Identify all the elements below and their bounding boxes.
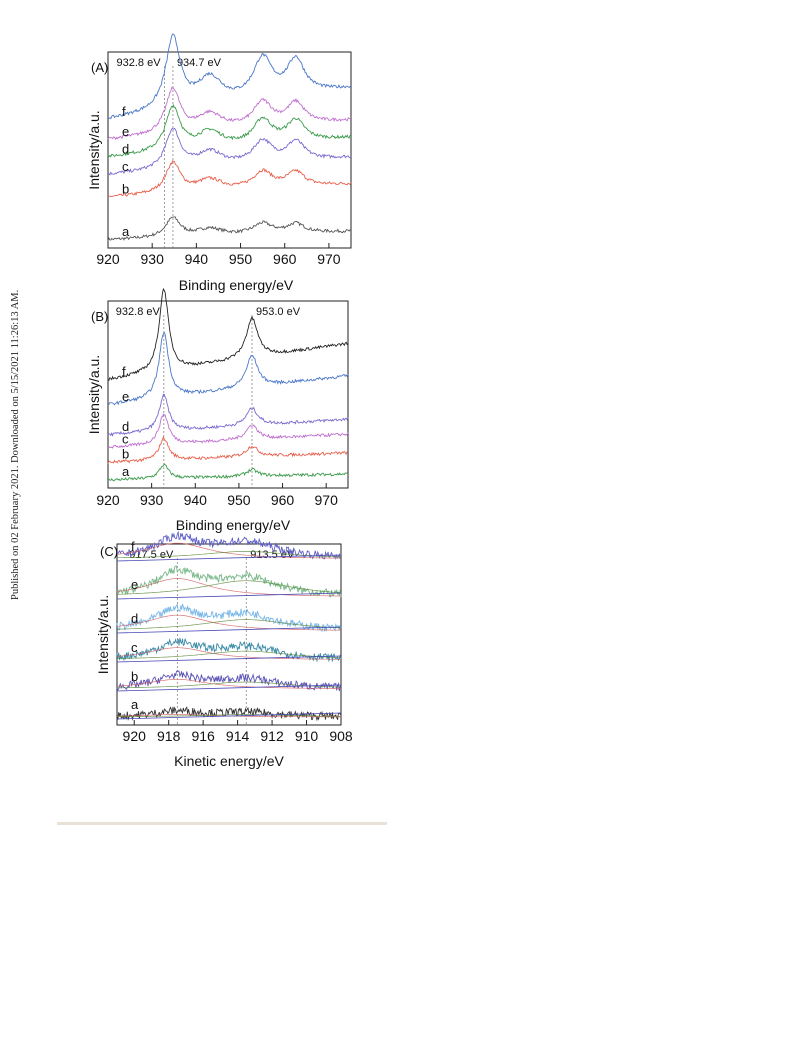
series-c-baseline bbox=[116, 655, 342, 663]
series-label: e bbox=[122, 389, 129, 404]
peak-annotation: 917.5 eV bbox=[129, 549, 174, 561]
panel-3: (C) 920 918 916 914 912 910 908 Kinetic energy/e… bbox=[95, 530, 353, 769]
series-f-baseline bbox=[116, 554, 342, 562]
y-axis-label: Intensity/a.u. bbox=[95, 595, 111, 674]
x-tick-label: 908 bbox=[329, 728, 353, 744]
series-c-fit-component bbox=[116, 647, 341, 660]
panel-label: (A) bbox=[91, 60, 108, 75]
series-f-line bbox=[107, 33, 352, 120]
x-axis-label: Binding energy/eV bbox=[176, 517, 291, 533]
series-e-baseline bbox=[116, 592, 342, 600]
peak-annotation: 953.0 eV bbox=[256, 306, 301, 318]
x-tick-label: 950 bbox=[227, 492, 251, 508]
series-c-line bbox=[107, 413, 349, 449]
series-label: f bbox=[131, 539, 135, 554]
peak-annotation: 932.8 eV bbox=[117, 57, 162, 69]
x-tick-label: 970 bbox=[315, 492, 339, 508]
panel-label: (C) bbox=[100, 544, 118, 559]
series-a-line bbox=[107, 216, 352, 242]
panel-2: (B) 920 930 940 950 960 970 Binding energy/eV In… bbox=[86, 287, 349, 533]
series-label: b bbox=[131, 669, 138, 684]
series-b-line bbox=[107, 435, 349, 464]
series-label: e bbox=[122, 124, 129, 139]
series-label: a bbox=[122, 224, 130, 239]
series-label: f bbox=[122, 104, 126, 119]
series-d-line bbox=[116, 603, 342, 633]
x-tick-label: 918 bbox=[157, 728, 181, 744]
series-f-line bbox=[107, 287, 349, 381]
footer-rule bbox=[57, 822, 387, 825]
series-label: d bbox=[122, 142, 129, 157]
series-label: c bbox=[131, 640, 138, 655]
series-f-fit-component bbox=[116, 542, 342, 559]
series-d-fit-component bbox=[116, 619, 342, 630]
series-d-baseline bbox=[116, 626, 342, 634]
plot-frame bbox=[107, 51, 352, 249]
series-label: a bbox=[131, 697, 139, 712]
panel-1: (A) 920 930 940 950 960 970 Binding energy/eV In… bbox=[86, 33, 352, 293]
x-tick-label: 930 bbox=[140, 492, 164, 508]
peak-annotation: 934.7 eV bbox=[177, 57, 222, 69]
x-axis-label: Kinetic energy/eV bbox=[174, 753, 284, 769]
series-label: d bbox=[131, 611, 138, 626]
series-d-line bbox=[107, 104, 352, 158]
series-d-fit-component bbox=[116, 614, 342, 631]
x-tick-label: 960 bbox=[271, 492, 295, 508]
x-tick-label: 916 bbox=[191, 728, 215, 744]
series-a-line bbox=[108, 462, 349, 482]
series-e-line bbox=[107, 87, 352, 141]
series-f-fit-component bbox=[116, 551, 342, 559]
series-e-line bbox=[107, 331, 349, 406]
x-tick-label: 950 bbox=[229, 251, 253, 267]
plot-frame bbox=[107, 300, 349, 489]
x-tick-label: 910 bbox=[295, 728, 319, 744]
series-b-line bbox=[107, 160, 352, 198]
x-tick-label: 920 bbox=[123, 728, 147, 744]
series-label: b bbox=[122, 447, 129, 462]
x-tick-label: 920 bbox=[96, 251, 120, 267]
x-tick-label: 970 bbox=[317, 251, 341, 267]
series-label: e bbox=[131, 577, 138, 592]
y-axis-label: Intensity/a.u. bbox=[86, 355, 102, 434]
x-tick-label: 930 bbox=[141, 251, 165, 267]
panel-label: (B) bbox=[91, 309, 108, 324]
x-tick-label: 940 bbox=[184, 492, 208, 508]
x-tick-label: 940 bbox=[185, 251, 209, 267]
series-b-fit-component bbox=[116, 678, 341, 689]
series-e-fit-component bbox=[116, 580, 342, 595]
series-label: c bbox=[122, 159, 129, 174]
series-a-fit-component bbox=[117, 714, 341, 717]
series-b-baseline bbox=[116, 684, 342, 692]
x-axis-label: Binding energy/eV bbox=[179, 277, 294, 293]
series-label: a bbox=[122, 464, 130, 479]
series-label: d bbox=[122, 419, 129, 434]
series-c-line bbox=[107, 127, 352, 176]
series-c-fit-component bbox=[116, 650, 342, 659]
series-a-baseline bbox=[116, 712, 342, 720]
series-e-line bbox=[116, 565, 342, 598]
x-tick-label: 912 bbox=[260, 728, 284, 744]
series-d-line bbox=[107, 393, 349, 437]
x-tick-label: 920 bbox=[96, 492, 120, 508]
plot-frame bbox=[116, 543, 342, 726]
series-label: b bbox=[122, 182, 129, 197]
y-axis-label: Intensity/a.u. bbox=[86, 110, 102, 189]
x-tick-label: 914 bbox=[226, 728, 250, 744]
x-tick-label: 960 bbox=[273, 251, 297, 267]
series-e-fit-component bbox=[116, 578, 341, 597]
series-label: f bbox=[122, 364, 126, 379]
peak-annotation: 932.8 eV bbox=[116, 306, 161, 318]
series-label: c bbox=[122, 432, 129, 447]
